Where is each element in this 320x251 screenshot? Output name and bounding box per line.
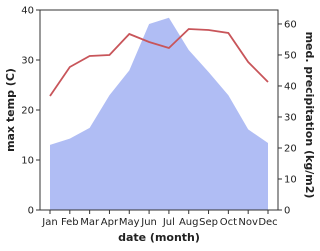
x-tick-label: Dec	[258, 217, 277, 228]
x-tick-label: May	[119, 217, 140, 228]
y2-axis-label: med. precipitation (kg/m2)	[303, 32, 316, 199]
y2-tick-label: 50	[284, 50, 297, 61]
y-axis-label: max temp (C)	[4, 68, 17, 152]
x-axis-label: date (month)	[118, 231, 200, 244]
temp-line	[49, 28, 269, 97]
y2-tick-label: 40	[284, 81, 297, 92]
chart: max temp (C) med. precipitation (kg/m2) …	[4, 6, 316, 245]
y2-tick-label: 10	[284, 174, 297, 185]
x-tick-label: Jun	[140, 217, 157, 228]
y2-tick-label: 20	[284, 143, 297, 154]
x-tick-label: Aug	[179, 217, 199, 228]
y2-tick-label: 30	[284, 112, 297, 123]
precipitation-area	[50, 17, 268, 210]
x-tick-label: Sep	[199, 217, 218, 228]
y-tick-label: 40	[21, 6, 34, 17]
x-tick-label: Feb	[61, 217, 79, 228]
y-tick-label: 0	[28, 206, 34, 217]
x-tick-label: Jan	[41, 217, 57, 228]
x-tick-label: Jul	[162, 217, 175, 228]
x-tick-label: Mar	[80, 217, 100, 228]
y-tick-label: 10	[21, 156, 34, 167]
y2-tick-label: 0	[284, 206, 290, 217]
y2-tick-label: 60	[284, 19, 297, 30]
x-tick-label: Nov	[238, 217, 258, 228]
y-tick-label: 20	[21, 106, 34, 117]
x-tick-label: Oct	[220, 217, 237, 228]
x-tick-label: Apr	[101, 217, 119, 228]
y-tick-label: 30	[21, 56, 34, 67]
